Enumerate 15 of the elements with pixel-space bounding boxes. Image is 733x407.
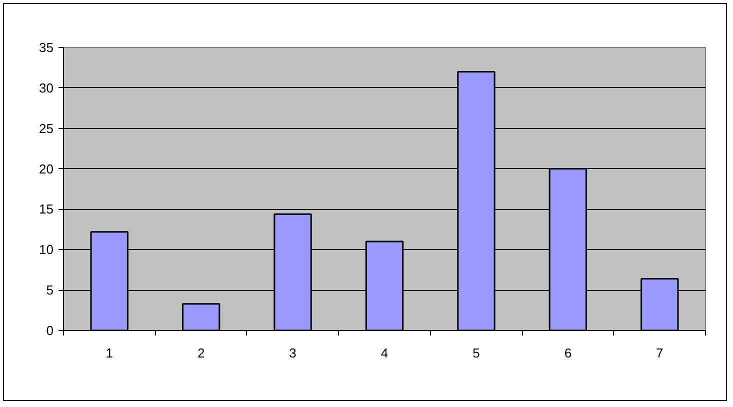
y-tick-label: 30 [39,80,54,96]
x-tick-label: 2 [197,346,205,360]
y-tick-label: 35 [39,40,54,55]
y-tick-label: 10 [39,242,54,258]
y-tick-label: 5 [46,282,54,298]
x-tick-label: 4 [380,346,388,360]
x-tick-label: 3 [289,346,296,360]
x-tick-label: 5 [472,346,480,360]
y-tick-label: 20 [39,161,54,176]
y-tick-label: 0 [46,323,54,338]
x-tick-label: 6 [564,346,572,360]
x-tick-label: 1 [106,346,113,360]
y-tick-label: 15 [39,202,54,217]
y-tick-label: 25 [39,120,54,136]
x-tick-label: 7 [656,346,664,360]
